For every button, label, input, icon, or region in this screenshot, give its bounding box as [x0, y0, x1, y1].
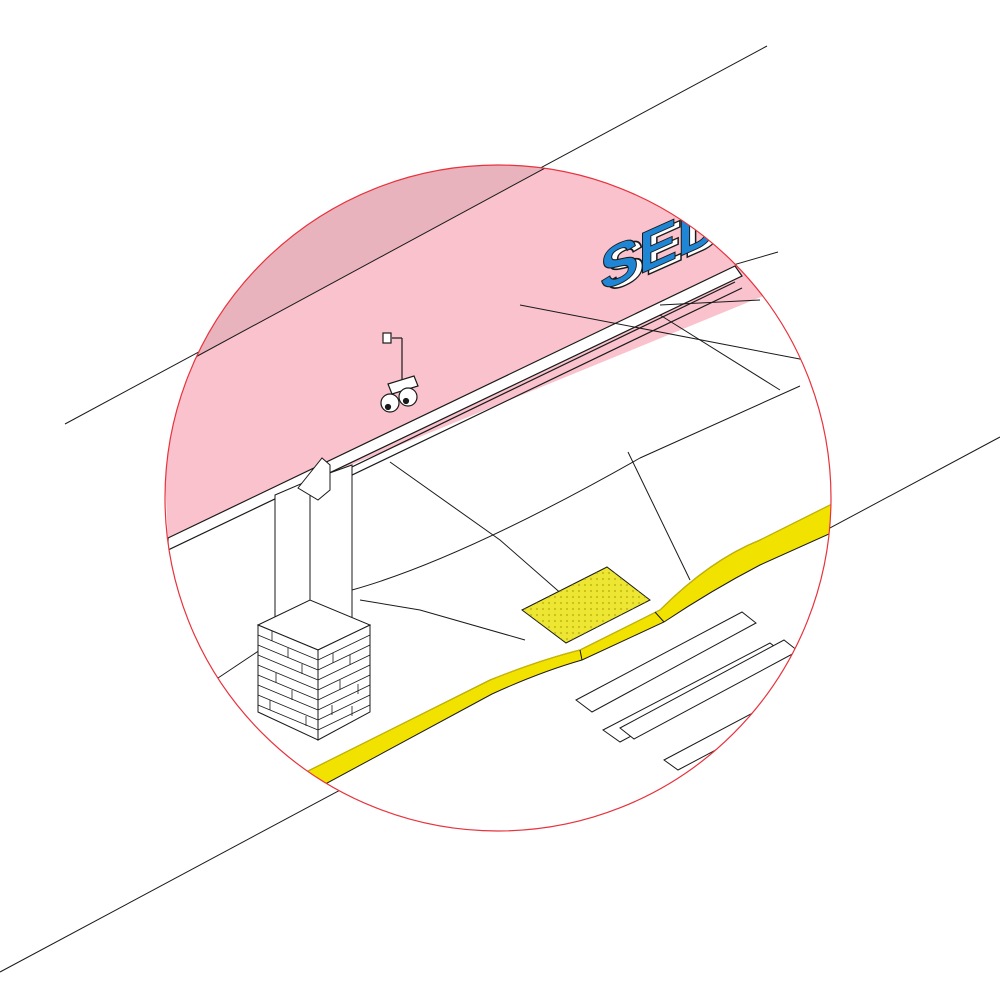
- brick-pillar: [256, 457, 372, 741]
- lens-outline: [164, 164, 832, 832]
- lens-guide-line: [189, 165, 561, 361]
- security-camera-icon: [380, 332, 419, 413]
- curb-top-edge: [299, 489, 831, 776]
- tactile-paving-pad: [521, 566, 651, 644]
- brick-courses: [257, 631, 371, 731]
- sidewalk-lines: [214, 299, 806, 681]
- curb-joints: [579, 611, 665, 661]
- magnifier-lens: SED SED: [164, 164, 832, 832]
